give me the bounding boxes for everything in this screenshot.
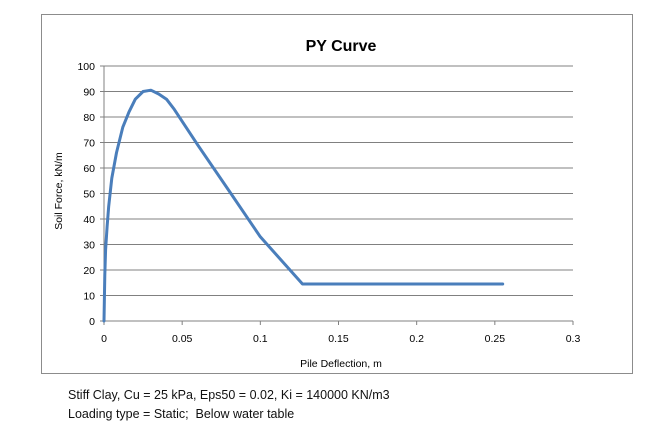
chart-area: PY Curve 0 10 20 30 40 50 60 70 80 90 100 0 0.05 0.1… <box>41 14 633 374</box>
y-tick-label: 10 <box>83 291 95 303</box>
y-tick-label: 70 <box>83 138 95 150</box>
series-line-0 <box>102 88 505 323</box>
caption-loading: Loading type = Static; Below water table <box>68 407 295 421</box>
series-group <box>102 88 505 323</box>
y-tick-label: 80 <box>83 112 95 124</box>
y-tick-label: 100 <box>77 61 95 73</box>
x-tick-label: 0.1 <box>253 333 268 345</box>
grid-lines <box>104 65 573 296</box>
y-tick-label: 40 <box>83 214 95 226</box>
x-tick-label: 0.15 <box>328 333 349 345</box>
chart-svg: PY Curve 0 10 20 30 40 50 60 70 80 90 100 0 0.05 0.1… <box>53 38 580 370</box>
chart-title: PY Curve <box>306 38 377 55</box>
y-axis-label: Soil Force, kN/m <box>53 152 65 230</box>
y-tick-label: 20 <box>83 265 95 277</box>
y-tick-label: 50 <box>83 189 95 201</box>
x-tick-labels: 0 0.05 0.1 0.15 0.2 0.25 0.3 <box>101 321 580 345</box>
x-tick-label: 0.2 <box>409 333 424 345</box>
x-tick-label: 0.05 <box>172 333 193 345</box>
y-tick-label: 30 <box>83 240 95 252</box>
y-tick-label: 90 <box>83 87 95 99</box>
caption-material: Stiff Clay, Cu = 25 kPa, Eps50 = 0.02, K… <box>68 388 390 402</box>
x-tick-label: 0.3 <box>566 333 581 345</box>
x-tick-label: 0 <box>101 333 107 345</box>
y-tick-label: 60 <box>83 163 95 175</box>
x-axis-label: Pile Deflection, m <box>300 358 382 370</box>
y-tick-labels: 0 10 20 30 40 50 60 70 80 90 100 <box>77 61 104 328</box>
x-tick-label: 0.25 <box>485 333 506 345</box>
y-tick-label: 0 <box>89 316 95 328</box>
